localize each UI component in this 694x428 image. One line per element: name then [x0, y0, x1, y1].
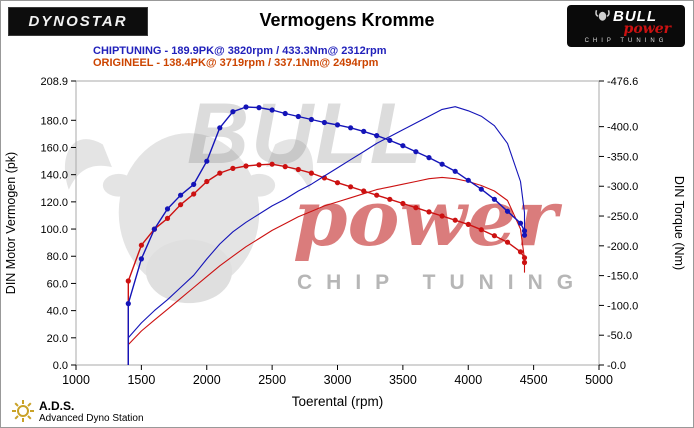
- svg-text:-250.0: -250.0: [607, 211, 638, 223]
- svg-text:40.0: 40.0: [47, 306, 68, 318]
- svg-text:208.9: 208.9: [40, 76, 68, 88]
- ads-footer: A.D.S. Advanced Dyno Station: [11, 399, 144, 424]
- svg-text:1000: 1000: [62, 373, 90, 387]
- svg-text:4000: 4000: [454, 373, 482, 387]
- svg-text:180.0: 180.0: [40, 115, 68, 127]
- page-title: Vermogens Kromme: [259, 10, 435, 30]
- svg-text:3500: 3500: [389, 373, 417, 387]
- svg-text:-400.0: -400.0: [607, 122, 638, 134]
- dynostar-logo-text: DYNOSTAR: [28, 13, 128, 30]
- legend: CHIPTUNING - 189.9PK@ 3820rpm / 433.3Nm@…: [93, 45, 693, 69]
- dyno-curve-chart: 0.0 20.0 40.0 60.0 80.0 100.0 120.0 140.0 160.0 1…: [4, 76, 686, 409]
- svg-text:80.0: 80.0: [47, 251, 68, 263]
- bull-logo-line1: BULL: [613, 8, 657, 25]
- svg-text:2000: 2000: [193, 373, 221, 387]
- ads-name: Advanced Dyno Station: [39, 413, 144, 424]
- svg-text:5000: 5000: [585, 373, 613, 387]
- svg-text:-0.0: -0.0: [607, 360, 626, 372]
- bull-logo-line2: power: [623, 20, 671, 37]
- svg-text:Toerental (rpm): Toerental (rpm): [292, 394, 384, 409]
- svg-text:160.0: 160.0: [40, 142, 68, 154]
- bullpower-logo: BULL power CHIP TUNING: [567, 5, 685, 47]
- bull-icon: [595, 9, 610, 25]
- svg-text:140.0: 140.0: [40, 170, 68, 182]
- ads-gear-icon: [11, 399, 35, 427]
- svg-text:3000: 3000: [324, 373, 352, 387]
- svg-text:20.0: 20.0: [47, 333, 68, 345]
- svg-text:120.0: 120.0: [40, 197, 68, 209]
- legend-chiptuning: CHIPTUNING - 189.9PK@ 3820rpm / 433.3Nm@…: [93, 45, 387, 57]
- bull-logo-line3: CHIP TUNING: [584, 37, 668, 44]
- svg-text:100.0: 100.0: [40, 224, 68, 236]
- svg-text:-300.0: -300.0: [607, 181, 638, 193]
- legend-origineel: ORIGINEEL - 138.4PK@ 3719rpm / 337.1Nm@ …: [93, 57, 379, 69]
- svg-text:60.0: 60.0: [47, 278, 68, 290]
- svg-text:DIN Motor Vermogen (pk): DIN Motor Vermogen (pk): [4, 152, 18, 294]
- ads-abbr: A.D.S.: [39, 399, 75, 413]
- svg-text:-350.0: -350.0: [607, 151, 638, 163]
- svg-text:1500: 1500: [127, 373, 155, 387]
- dynostar-logo: DYNOSTAR: [8, 7, 148, 36]
- svg-text:-100.0: -100.0: [607, 300, 638, 312]
- svg-text:2500: 2500: [258, 373, 286, 387]
- svg-text:4500: 4500: [520, 373, 548, 387]
- svg-text:-200.0: -200.0: [607, 241, 638, 253]
- svg-text:0.0: 0.0: [53, 360, 68, 372]
- svg-text:-476.6: -476.6: [607, 76, 638, 88]
- svg-text:-50.0: -50.0: [607, 330, 632, 342]
- svg-text:-150.0: -150.0: [607, 271, 638, 283]
- header: DYNOSTAR Vermogens Kromme BULL power CHI…: [1, 1, 693, 47]
- chart-area: BULL power CHIP TUNING 0.0 20.0 40.0 60.0 80…: [1, 69, 693, 413]
- svg-text:DIN Torque (Nm): DIN Torque (Nm): [672, 176, 686, 270]
